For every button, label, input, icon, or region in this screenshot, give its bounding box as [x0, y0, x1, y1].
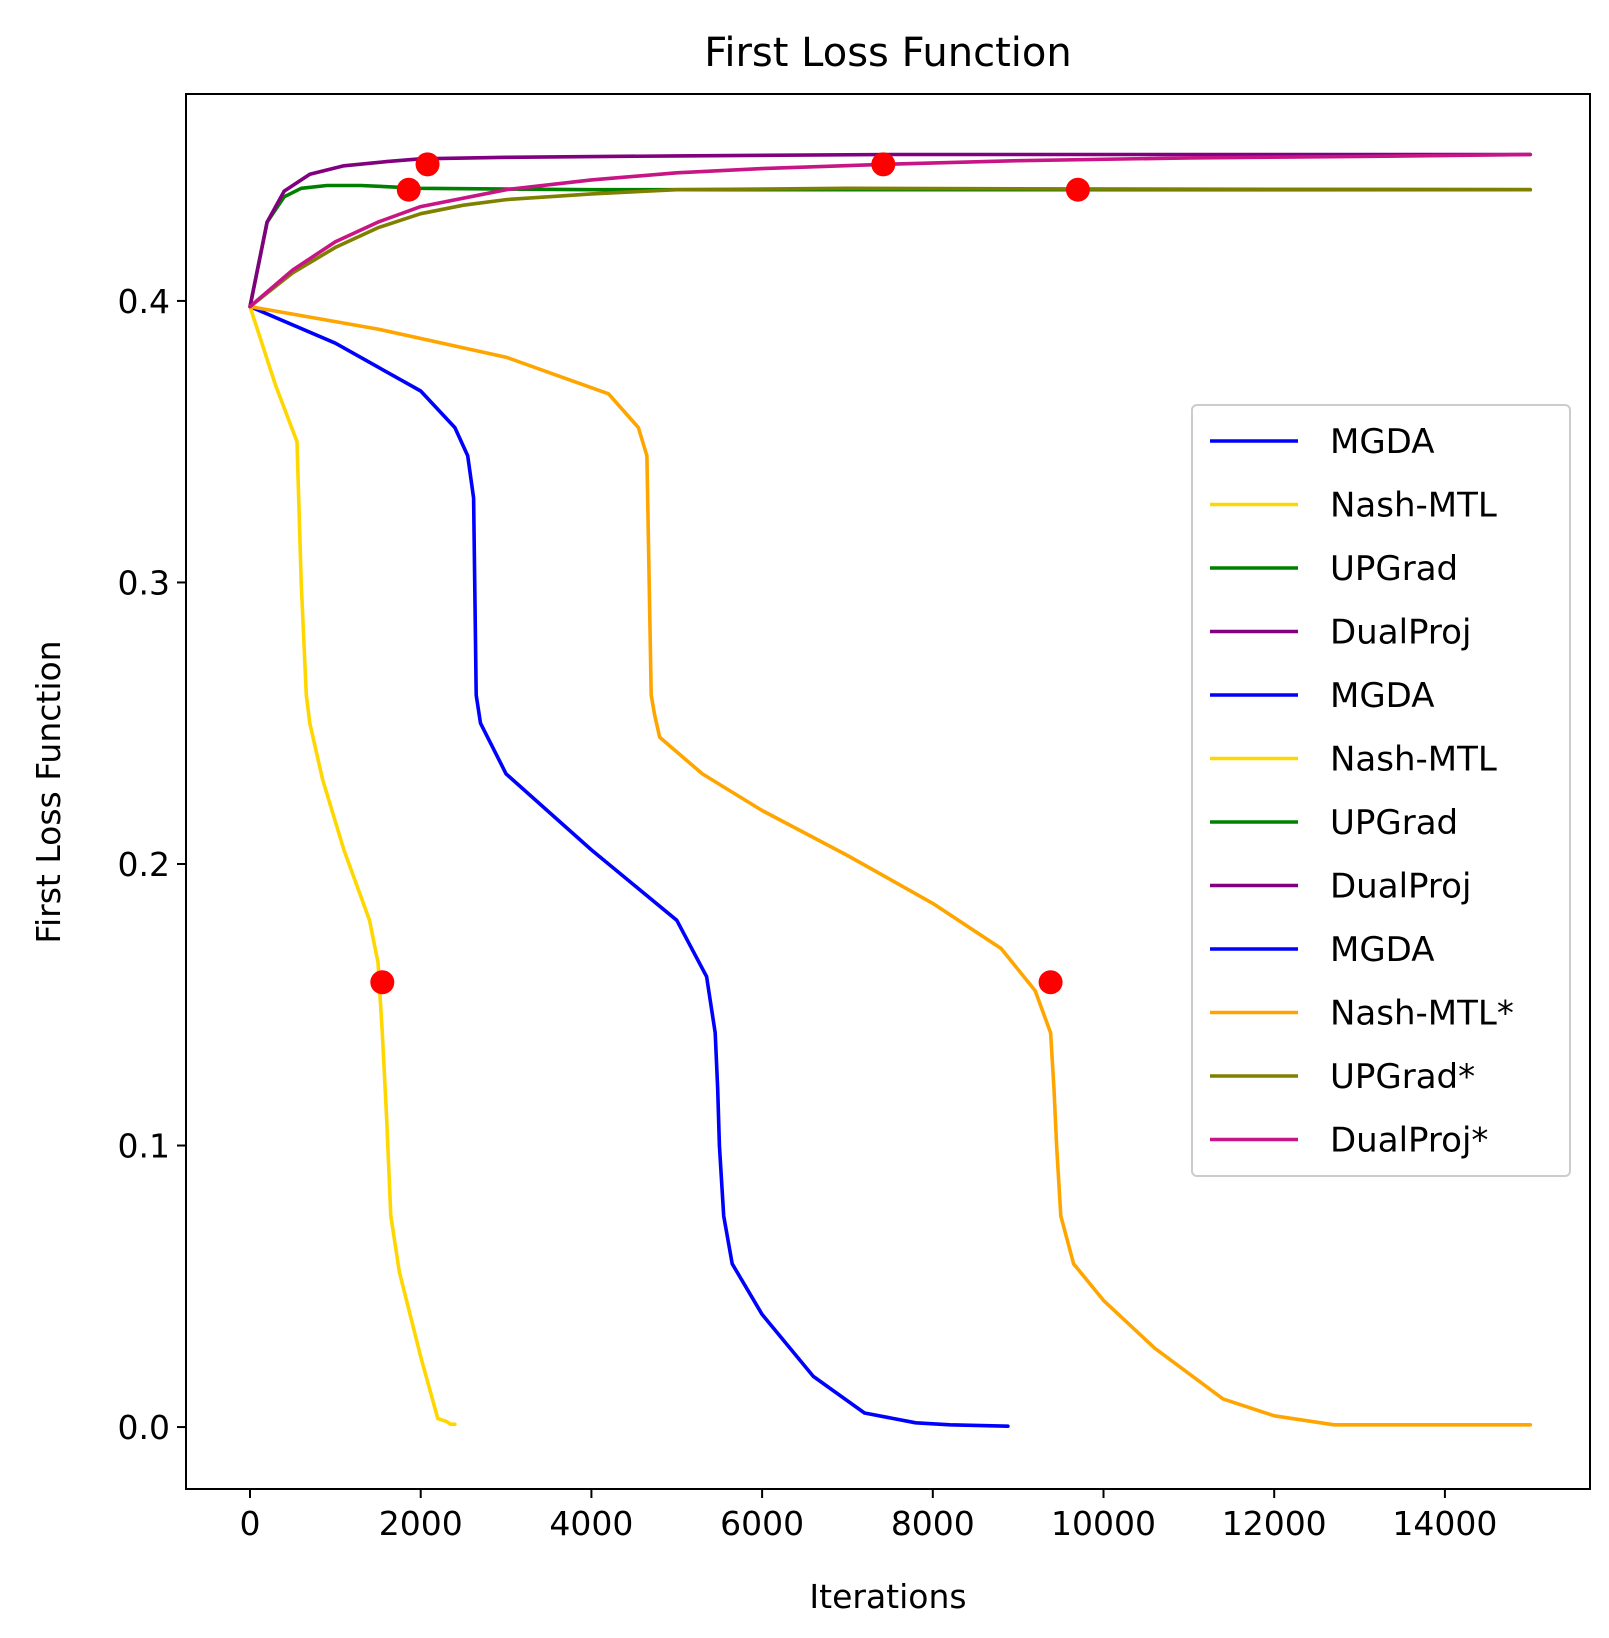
x-tick-label-6: 12000: [1222, 1504, 1327, 1543]
legend-label-10: UPGrad*: [1330, 1057, 1475, 1097]
y-tick-label-4: 0.4: [118, 282, 170, 321]
series-line-1: [248, 304, 457, 1426]
legend-label-1: Nash-MTL: [1330, 486, 1497, 526]
series-line-10: [248, 186, 1533, 309]
marker-point-4: [370, 970, 395, 995]
x-tick-label-1: 2000: [379, 1504, 463, 1543]
legend-label-11: DualProj*: [1330, 1121, 1488, 1161]
y-tick-label-0: 0.0: [118, 1408, 170, 1447]
marker-point-1: [396, 177, 421, 202]
series-line-9: [248, 304, 1533, 1427]
marker-point-0: [415, 152, 440, 177]
y-axis-label: First Loss Function: [29, 640, 68, 943]
legend-entries: MGDA Nash-MTL UPGrad DualProj MGDA Nash-MTL UP…: [1210, 422, 1514, 1161]
x-tick-label-3: 6000: [720, 1504, 804, 1543]
legend-label-5: Nash-MTL: [1330, 740, 1497, 780]
legend-label-0: MGDA: [1330, 422, 1435, 462]
x-tick-label-0: 0: [240, 1504, 261, 1543]
x-tick-label-4: 8000: [891, 1504, 975, 1543]
legend-label-2: UPGrad: [1330, 549, 1458, 589]
x-tick-label-7: 14000: [1392, 1504, 1497, 1543]
y-tick-label-1: 0.1: [118, 1127, 170, 1166]
legend-box: [1191, 404, 1571, 1177]
legend-label-6: UPGrad: [1330, 803, 1458, 843]
x-tick-label-5: 10000: [1051, 1504, 1156, 1543]
marker-point-5: [1038, 970, 1063, 995]
x-tick-label-2: 4000: [549, 1504, 633, 1543]
chart-title: First Loss Function: [704, 30, 1071, 76]
y-axis-ticks: 0.0 0.1 0.2 0.3 0.4: [118, 282, 186, 1447]
x-axis-label: Iterations: [809, 1577, 966, 1616]
plot-area: [185, 93, 1591, 1490]
legend-label-7: DualProj: [1330, 867, 1471, 907]
legend-label-8: MGDA: [1330, 930, 1435, 970]
marker-point-2: [871, 152, 896, 177]
y-tick-label-2: 0.2: [118, 845, 170, 884]
legend: MGDA Nash-MTL UPGrad DualProj MGDA Nash-MTL UP…: [1191, 404, 1571, 1177]
series-line-3: [248, 152, 1533, 309]
series-line-0: [248, 304, 1010, 1428]
series-layer: [248, 152, 1533, 1428]
y-tick-label-3: 0.3: [118, 563, 170, 602]
legend-label-3: DualProj: [1330, 613, 1471, 653]
marker-layer: [370, 152, 1090, 995]
x-axis-ticks: 0 2000 4000 6000 8000 10000 12000 14000: [240, 1489, 1497, 1543]
marker-point-3: [1065, 177, 1090, 202]
legend-label-4: MGDA: [1330, 676, 1435, 716]
series-line-11: [248, 152, 1533, 309]
plot-frame: [185, 93, 1591, 1490]
legend-label-9: Nash-MTL*: [1330, 994, 1514, 1034]
